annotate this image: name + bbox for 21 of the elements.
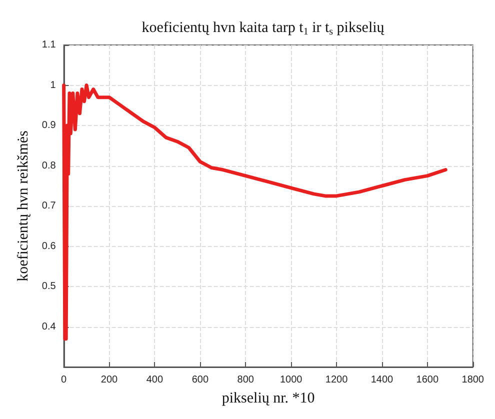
x-tick-label: 800 xyxy=(237,374,254,386)
x-tick-label: 1200 xyxy=(325,374,348,386)
x-tick-label: 600 xyxy=(192,374,209,386)
y-tick-label: 0.9 xyxy=(42,120,56,131)
y-tick-label: 0.7 xyxy=(42,200,56,212)
x-tick-label: 1000 xyxy=(280,374,303,386)
y-tick-label: 0.4 xyxy=(42,321,56,332)
y-tick-label: 1.1 xyxy=(42,40,56,50)
line-series xyxy=(62,84,448,341)
y-axis-title: koeficientų hvn reikšmės xyxy=(16,130,32,282)
y-tick-label: 1 xyxy=(50,80,56,91)
x-tick-label: 0 xyxy=(61,374,68,386)
x-tick-label: 1600 xyxy=(416,374,439,386)
x-tick-label: 1800 xyxy=(462,374,484,386)
y-tick-label: 0.6 xyxy=(42,240,56,252)
x-axis-title: pikselių nr. *10 xyxy=(222,390,315,406)
x-tick-label: 1400 xyxy=(370,374,394,386)
x-tick-label: 200 xyxy=(100,374,118,386)
y-tick-label: 0.8 xyxy=(42,160,56,172)
x-tick-label: 400 xyxy=(146,374,164,386)
y-tick-label: 0.5 xyxy=(42,281,56,292)
